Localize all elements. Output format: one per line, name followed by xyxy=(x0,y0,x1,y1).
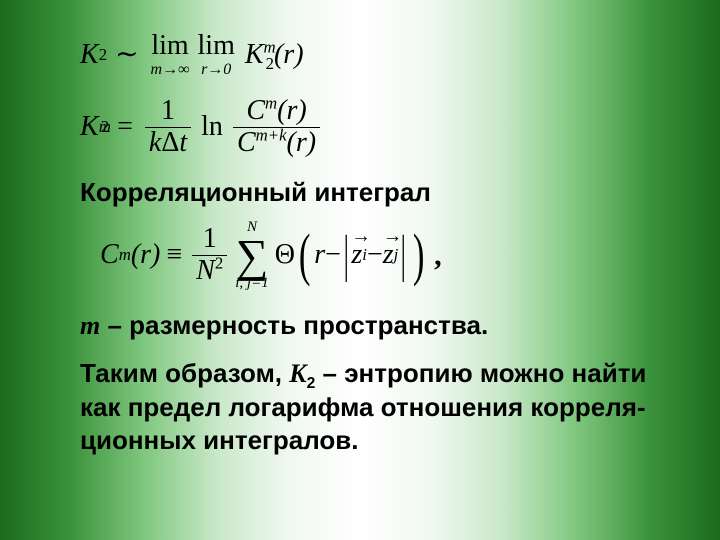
para-K: K xyxy=(289,359,306,388)
f1-rhs-arg: (r) xyxy=(274,39,304,70)
f2-frac2-num-sup: m xyxy=(265,94,277,113)
f3-minus1: − xyxy=(325,240,341,271)
paragraph-conclusion: Таким образом, K2 – энтропию можно найти… xyxy=(80,357,660,458)
f1-lim1-top: lim xyxy=(151,32,188,60)
f2-lhs-base: K xyxy=(80,112,99,143)
f2-frac1: 1 kΔt xyxy=(145,96,191,159)
f2-frac2: Cm(r) Cm+k(r) xyxy=(233,96,320,159)
para-tail3: ционных интегралов. xyxy=(80,425,358,455)
para-lead: Таким образом, xyxy=(80,358,289,388)
f2-frac2-den-sup: m+k xyxy=(256,125,287,144)
f1-rhs-sub: 2 xyxy=(266,54,274,73)
f2-ln: ln xyxy=(201,112,223,143)
f3-sum-bot: i, j=1 xyxy=(235,276,268,291)
f2-frac1-den-k: k xyxy=(149,127,161,158)
para-tail1: – энтропию можно найти xyxy=(323,358,647,388)
f3-zj: z xyxy=(383,240,394,271)
f2-frac1-den-delta: Δ xyxy=(161,127,179,158)
f2-frac2-num-arg: (r) xyxy=(277,95,307,126)
f3-sum: N ∑ i, j=1 xyxy=(235,220,268,291)
f1-lim2: lim r→0 xyxy=(198,32,235,78)
f3-lparen-icon: ( xyxy=(299,232,311,278)
line-m-var: m xyxy=(80,311,100,340)
f2-frac1-num: 1 xyxy=(157,96,179,127)
formula-1: K2 ∼ lim m→∞ lim r→0 Km2(r) xyxy=(80,32,660,78)
f3-theta: Θ xyxy=(275,240,295,271)
f2-eq: = xyxy=(117,112,133,143)
f3-equiv: ≡ xyxy=(166,240,182,271)
line-m-rest: – размерность пространства. xyxy=(100,310,488,340)
f1-lim1: lim m→∞ xyxy=(151,32,190,78)
f3-frac: 1 N2 xyxy=(192,224,227,287)
f2-frac1-den-t: t xyxy=(179,127,187,158)
para-space xyxy=(315,358,322,388)
f3-zj-base: z xyxy=(383,239,394,270)
slide: K2 ∼ lim m→∞ lim r→0 Km2(r) Km2 = 1 kΔt xyxy=(0,0,720,540)
f3-rparen-icon: ) xyxy=(413,232,425,278)
para-Ksub: 2 xyxy=(307,375,316,392)
line-m-dimension: m – размерность пространства. xyxy=(80,309,660,343)
formula-2: Km2 = 1 kΔt ln Cm(r) Cm+k(r) xyxy=(80,96,660,159)
f3-r: r xyxy=(314,240,325,271)
f1-lhs-base: K xyxy=(80,40,99,71)
f3-zi-base: z xyxy=(351,239,362,270)
formula-3: Cm(r) ≡ 1 N2 N ∑ i, j=1 Θ ( r − | zi − z… xyxy=(100,220,660,291)
para-tail2: как предел логарифма отношения корреля- xyxy=(80,392,646,422)
f1-lim2-bot: r→0 xyxy=(201,62,231,78)
f2-frac2-den-base: C xyxy=(237,127,256,158)
f3-frac-num: 1 xyxy=(199,224,221,255)
f3-lhs-base: C xyxy=(100,240,119,271)
heading-correlation-integral: Корреляционный интеграл xyxy=(80,177,660,208)
f3-abs-l-icon: | xyxy=(344,234,349,276)
f1-tilde: ∼ xyxy=(115,40,138,71)
f3-abs-r-icon: | xyxy=(401,234,406,276)
f3-lhs-arg: (r) xyxy=(131,240,161,271)
f3-frac-den-base: N xyxy=(196,255,215,286)
f1-lim1-bot: m→∞ xyxy=(151,62,190,78)
f3-zi: z xyxy=(351,240,362,271)
f2-frac2-den-arg: (r) xyxy=(287,127,317,158)
f2-frac2-num-base: C xyxy=(246,95,265,126)
f1-rhs-base: K xyxy=(245,39,264,70)
f1-lim2-top: lim xyxy=(198,32,235,60)
f3-sum-sym: ∑ xyxy=(236,235,269,276)
f3-frac-den-sup: 2 xyxy=(215,253,223,272)
f3-comma: , xyxy=(434,239,442,272)
